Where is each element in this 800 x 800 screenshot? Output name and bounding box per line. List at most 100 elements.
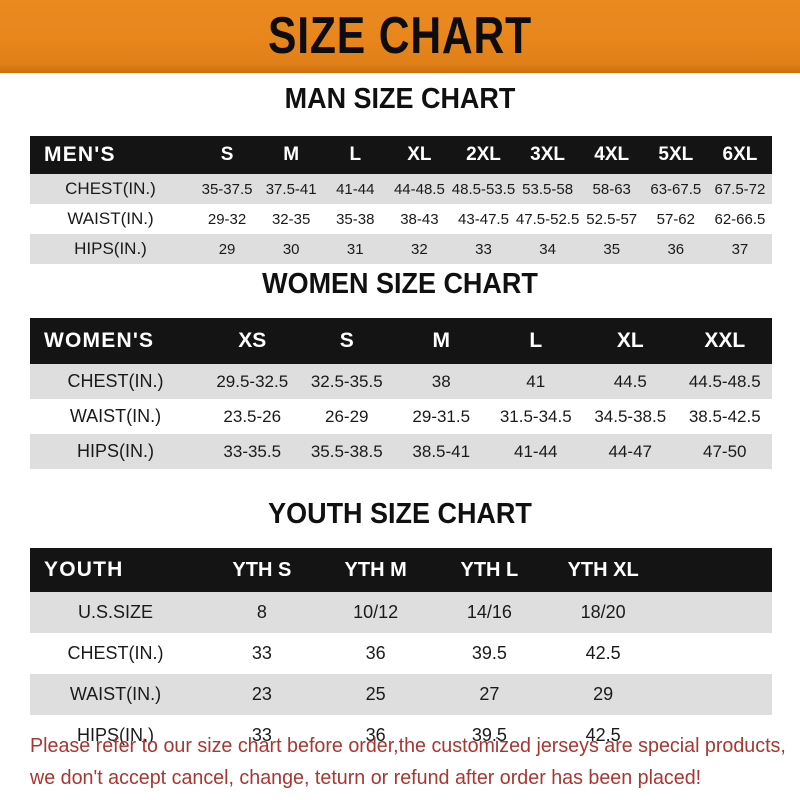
table-cell: 53.5-58 <box>522 180 574 198</box>
row-values: 8 10/12 14/16 18/20 <box>205 602 660 623</box>
row-values: 33-35.5 35.5-38.5 38.5-41 41-44 44-47 47-50 <box>205 442 772 462</box>
table-header-row: MEN'S S M L XL 2XL 3XL 4XL 5XL 6XL <box>30 136 772 174</box>
table-cell: 36 <box>365 643 386 663</box>
table-cell: 29 <box>593 684 614 704</box>
table-cell: 35 <box>603 240 621 258</box>
table-cell: 32-35 <box>271 210 311 228</box>
table-row: WAIST(IN.) 23.5-26 26-29 29-31.5 31.5-34.5 34… <box>30 399 772 434</box>
table-row: HIPS(IN.) 29 30 31 32 33 34 35 36 37 <box>30 234 772 264</box>
women-size-table: WOMEN'S XS S M L XL XXL CHEST(IN.) 29.5-32.5 32.5… <box>30 318 772 469</box>
table-cell: 29-32 <box>207 210 247 228</box>
table-header-row: YOUTH YTH S YTH M YTH L YTH XL <box>30 548 772 592</box>
size-column-headers: YTH S YTH M YTH L YTH XL <box>205 559 660 582</box>
table-row: U.S.SIZE 8 10/12 14/16 18/20 <box>30 592 772 633</box>
table-cell: 48.5-53.5 <box>451 180 516 198</box>
row-values: 33 36 39.5 42.5 <box>205 643 660 664</box>
column-header: M <box>432 329 451 352</box>
table-cell: 47-50 <box>703 441 747 461</box>
column-header: YTH S <box>232 558 292 581</box>
table-cell: 44.5 <box>613 371 647 391</box>
table-cell: 42.5 <box>585 725 621 745</box>
page-title: SIZE CHART <box>267 6 533 65</box>
column-header: YTH M <box>344 558 407 581</box>
table-cell: 44-47 <box>608 441 652 461</box>
table-cell: 38.5-42.5 <box>688 406 761 426</box>
table-cell: 35.5-38.5 <box>310 441 383 461</box>
table-cell: 52.5-57 <box>586 210 638 228</box>
table-row: WAIST(IN.) 23 25 27 29 <box>30 674 772 715</box>
table-header-row: WOMEN'S XS S M L XL XXL <box>30 318 772 364</box>
table-cell: 35-38 <box>336 210 375 228</box>
row-label: WAIST(IN.) <box>69 406 162 426</box>
table-cell: 25 <box>365 684 386 704</box>
column-header: 5XL <box>658 144 694 165</box>
footer-note: Please refer to our size chart before or… <box>30 730 786 794</box>
table-cell: 14/16 <box>466 602 512 622</box>
table-row: CHEST(IN.) 29.5-32.5 32.5-35.5 38 41 44.5 44.5… <box>30 364 772 399</box>
row-label: HIPS(IN.) <box>76 441 154 461</box>
column-header: 4XL <box>594 144 630 165</box>
row-label: CHEST(IN.) <box>65 179 156 198</box>
table-cell: 44.5-48.5 <box>688 371 761 391</box>
table-cell: 43-47.5 <box>458 210 509 228</box>
table-cell: 18/20 <box>580 602 626 622</box>
table-cell: 29-31.5 <box>412 406 471 426</box>
table-cell: 36 <box>667 240 685 258</box>
column-header: 3XL <box>530 144 566 165</box>
table-cell: 29.5-32.5 <box>216 371 289 391</box>
column-header: XXL <box>704 329 746 352</box>
table-cell: 63-67.5 <box>650 180 702 198</box>
table-cell: 38.5-41 <box>412 441 471 461</box>
men-size-table: MEN'S S M L XL 2XL 3XL 4XL 5XL 6XL CHEST(IN.) 35-37… <box>30 136 772 264</box>
row-label: WAIST(IN.) <box>67 209 154 228</box>
column-header: XL <box>616 329 644 352</box>
table-corner-label: WOMEN'S <box>44 329 155 352</box>
row-values: 29 30 31 32 33 34 35 36 37 <box>195 241 772 258</box>
table-cell: 44-48.5 <box>393 180 445 198</box>
table-cell: 62-66.5 <box>714 210 766 228</box>
section-title-youth: YOUTH SIZE CHART <box>268 498 532 530</box>
table-cell: 8 <box>256 602 267 622</box>
table-cell: 30 <box>282 240 300 258</box>
row-label: WAIST(IN.) <box>69 684 162 704</box>
table-cell: 33 <box>475 240 492 258</box>
table-cell: 32 <box>411 240 428 258</box>
header-banner: SIZE CHART <box>0 0 800 73</box>
table-cell: 41-44 <box>336 180 375 198</box>
table-corner-label: MEN'S <box>44 143 116 166</box>
table-cell: 57-62 <box>656 210 695 228</box>
size-column-headers: XS S M L XL XXL <box>205 329 772 353</box>
column-header: YTH L <box>460 558 519 581</box>
table-cell: 34 <box>539 240 556 258</box>
column-header: S <box>339 329 354 352</box>
table-cell: 38-43 <box>400 210 439 228</box>
section-title-man: MAN SIZE CHART <box>284 83 516 115</box>
table-row: CHEST(IN.) 33 36 39.5 42.5 <box>30 633 772 674</box>
table-cell: 36 <box>365 725 386 745</box>
table-cell: 37 <box>731 240 749 258</box>
column-header: 6XL <box>722 144 758 165</box>
column-header: L <box>529 329 543 352</box>
table-cell: 33-35.5 <box>223 441 282 461</box>
table-cell: 38 <box>431 371 451 391</box>
table-cell: 33 <box>251 643 272 663</box>
table-row: CHEST(IN.) 35-37.5 37.5-41 41-44 44-48.5 48.5… <box>30 174 772 204</box>
footer-line-2: we don't accept cancel, change, teturn o… <box>30 766 702 789</box>
row-label: HIPS(IN.) <box>76 725 154 745</box>
table-cell: 39.5 <box>471 643 507 663</box>
table-cell: 31.5-34.5 <box>499 406 572 426</box>
row-values: 33 36 39.5 42.5 <box>205 725 660 746</box>
column-header: S <box>220 144 234 165</box>
table-row: HIPS(IN.) 33-35.5 35.5-38.5 38.5-41 41-44 44-… <box>30 434 772 469</box>
table-cell: 35-37.5 <box>201 180 253 198</box>
table-cell: 27 <box>479 684 500 704</box>
section-title-women: WOMEN SIZE CHART <box>262 268 538 300</box>
youth-size-table: YOUTH YTH S YTH M YTH L YTH XL U.S.SIZE 8 10/12… <box>30 548 772 756</box>
table-cell: 10/12 <box>353 602 399 622</box>
table-cell: 37.5-41 <box>265 180 317 198</box>
table-cell: 58-63 <box>592 180 631 198</box>
table-cell: 67.5-72 <box>714 180 766 198</box>
table-cell: 29 <box>218 240 236 258</box>
size-column-headers: S M L XL 2XL 3XL 4XL 5XL 6XL <box>195 144 772 166</box>
